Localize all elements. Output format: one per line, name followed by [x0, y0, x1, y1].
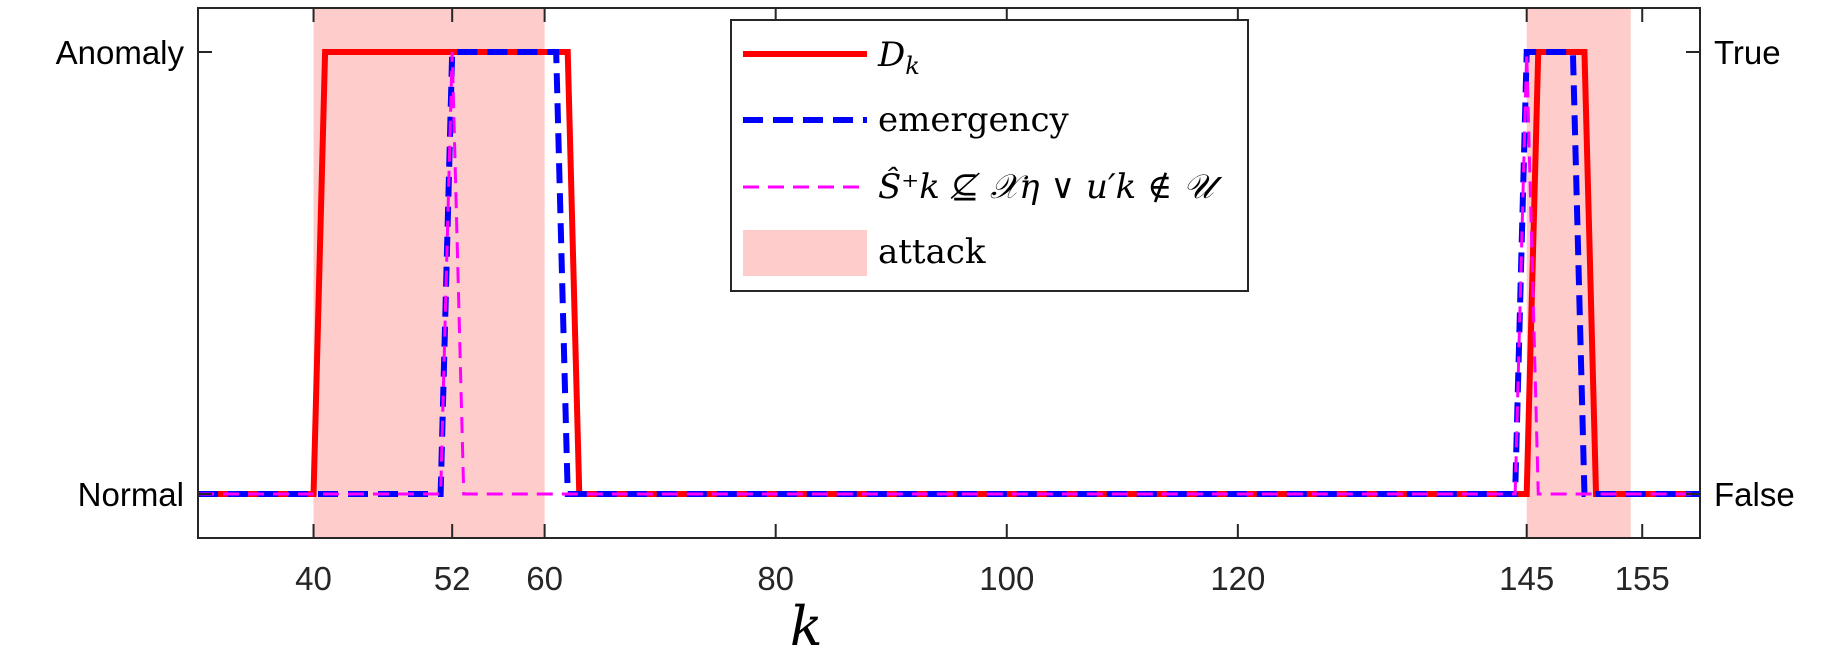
x-ticks: 40 52 60 80 100 120 145 155: [198, 8, 1700, 597]
y-left-label-anomaly: Anomaly: [56, 34, 185, 71]
x-tick-label-145: 145: [1499, 560, 1554, 597]
x-tick-label-155: 155: [1615, 560, 1670, 597]
legend-swatch-attack: [743, 230, 867, 276]
x-tick-label-40: 40: [295, 560, 332, 597]
x-tick-label-80: 80: [757, 560, 794, 597]
x-tick-label-100: 100: [979, 560, 1034, 597]
y-left-label-normal: Normal: [78, 476, 184, 513]
y-labels: Anomaly Normal True False: [56, 34, 1795, 513]
attack-region-1: [313, 8, 545, 538]
legend: Dk emergency Ŝ⁺k ⊈ 𝒳η ∨ u′k ∉ 𝒰 attack: [730, 19, 1249, 292]
legend-label-attack: attack: [878, 232, 986, 272]
legend-label-condition: Ŝ⁺k ⊈ 𝒳η ∨ u′k ∉ 𝒰: [878, 166, 1223, 207]
x-axis-title: k: [790, 595, 823, 658]
legend-label-emergency: emergency: [878, 100, 1070, 140]
x-tick-label-60: 60: [526, 560, 563, 597]
x-tick-label-52: 52: [434, 560, 471, 597]
series-line-condition: [198, 51, 1700, 496]
series-lines: [198, 49, 1700, 497]
plot-frame: [197, 7, 1701, 539]
y-right-label-true: True: [1714, 34, 1781, 71]
y-right-label-false: False: [1714, 476, 1795, 513]
legend-label-dk: Dk: [877, 35, 920, 80]
x-tick-label-120: 120: [1210, 560, 1265, 597]
